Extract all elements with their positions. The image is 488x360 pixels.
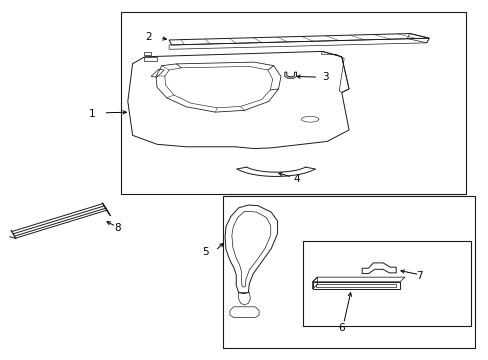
Text: 1: 1 xyxy=(88,109,95,119)
Text: 2: 2 xyxy=(145,32,152,42)
Bar xyxy=(302,241,469,327)
Bar xyxy=(222,196,474,348)
Text: 5: 5 xyxy=(202,247,208,257)
Bar xyxy=(143,57,157,62)
Text: 7: 7 xyxy=(415,271,422,281)
Text: 6: 6 xyxy=(338,323,345,333)
Bar xyxy=(143,52,150,55)
Text: 4: 4 xyxy=(292,174,299,184)
Text: 3: 3 xyxy=(322,72,328,82)
Bar xyxy=(120,12,465,194)
Text: 8: 8 xyxy=(114,222,121,233)
